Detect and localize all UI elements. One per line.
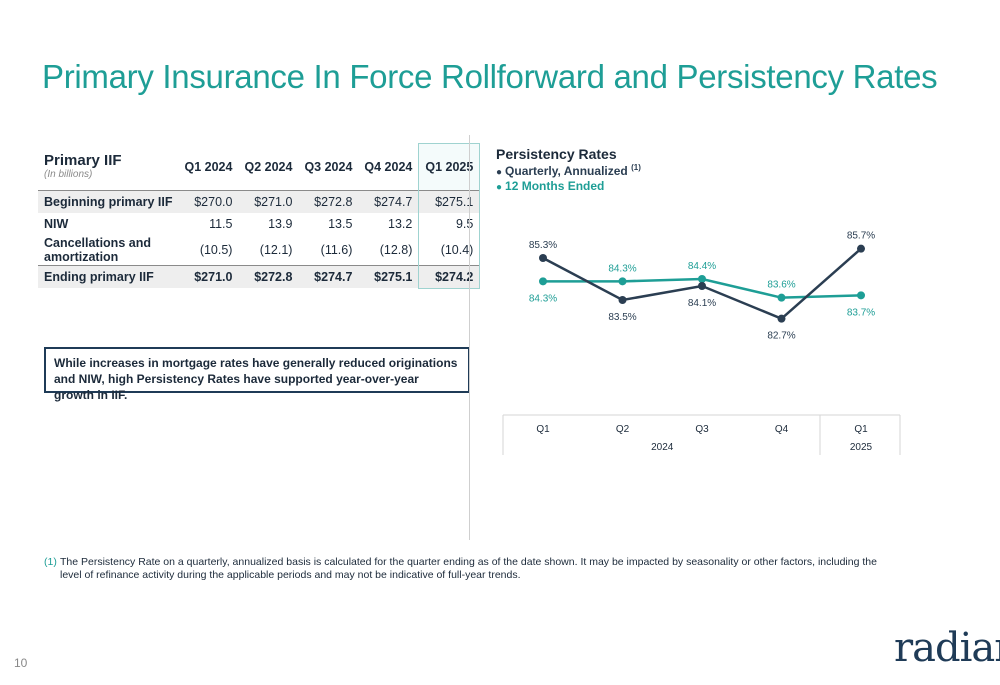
column-header: Q2 2024: [244, 159, 293, 174]
cell: 13.9: [268, 216, 293, 231]
chart-title: Persistency Rates: [496, 146, 617, 162]
vertical-divider: [469, 135, 470, 540]
data-point: [539, 254, 547, 262]
cell: (12.8): [379, 242, 413, 257]
footnote: (1) The Persistency Rate on a quarterly,…: [44, 556, 884, 582]
legend-item-12-months: ● 12 Months Ended: [496, 179, 604, 193]
tick-label: Q4: [775, 424, 789, 435]
legend-note: (1): [631, 163, 641, 172]
data-point: [777, 314, 786, 323]
table-row: Beginning primary IIF $270.0 $271.0 $272…: [38, 189, 481, 213]
data-label: 85.7%: [847, 231, 875, 242]
data-label: 83.5%: [608, 312, 636, 323]
footnote-text: The Persistency Rate on a quarterly, ann…: [60, 556, 877, 581]
column-header: Q4 2024: [364, 159, 413, 174]
table-row: Ending primary IIF $271.0 $272.8 $274.7 …: [38, 264, 481, 289]
data-label: 84.1%: [688, 298, 716, 309]
persistency-chart: 85.3% 84.3% 83.5% 84.3% 84.1% 84.4% 82.7% 83.6%…: [502, 231, 901, 455]
primary-iif-table: Primary IIF (In billions) Q1 2024 Q2 202…: [38, 143, 481, 289]
cell: $274.7: [298, 264, 359, 288]
cell: $275.1: [358, 264, 419, 288]
cell: 9.5: [418, 212, 481, 235]
cell: $270.0: [178, 189, 239, 213]
cell: $272.8: [298, 189, 359, 213]
table-header-label: Primary IIF (In billions): [38, 144, 179, 191]
x-axis: Q1 Q2 Q3 Q4 Q1 2024 2025: [502, 414, 901, 455]
cell: $274.7: [358, 189, 419, 213]
row-label: Beginning primary IIF: [38, 189, 179, 213]
legend-label: 12 Months Ended: [505, 179, 605, 193]
radian-logo: radian: [894, 625, 1000, 671]
page-number: 10: [14, 656, 28, 670]
data-point: [618, 296, 627, 304]
cell: (11.6): [320, 242, 353, 257]
tick-label: Q2: [616, 424, 630, 435]
cell: 11.5: [209, 216, 233, 231]
cell: (10.4): [418, 234, 481, 265]
tick-label: Q3: [695, 424, 709, 435]
tick-label: Q1: [854, 424, 868, 435]
cell: 13.2: [388, 216, 413, 231]
cell: $272.8: [238, 264, 299, 288]
legend-dot-icon: ●: [496, 182, 503, 193]
legend-item-quarterly: ● Quarterly, Annualized (1): [496, 163, 641, 178]
data-point: [698, 282, 706, 290]
footnote-mark: (1): [44, 556, 57, 568]
page-title: Primary Insurance In Force Rollforward a…: [42, 58, 938, 95]
data-point: [777, 293, 786, 302]
tick-label: Q1: [536, 424, 550, 435]
row-label: NIW: [44, 216, 69, 231]
data-label: 83.7%: [847, 307, 875, 318]
legend-label: Quarterly, Annualized: [505, 164, 628, 178]
data-label: 84.4%: [688, 261, 716, 272]
data-label: 83.6%: [767, 280, 795, 291]
cell: $275.1: [418, 189, 481, 213]
data-point: [857, 291, 865, 300]
column-header: Q3 2024: [304, 159, 353, 174]
table-row: NIW 11.5 13.9 13.5 13.2 9.5: [38, 212, 481, 235]
column-header-highlight: Q1 2025: [418, 143, 481, 190]
cell: 13.5: [328, 216, 353, 231]
row-label: Ending primary IIF: [38, 264, 179, 288]
row-label: Cancellations and amortization: [44, 235, 151, 264]
table-row: Cancellations and amortization (10.5) (1…: [38, 234, 481, 265]
cell: $274.2: [418, 264, 481, 289]
data-label: 82.7%: [767, 331, 795, 342]
data-label: 84.3%: [529, 293, 557, 304]
data-point: [539, 277, 547, 286]
data-label: 84.3%: [608, 263, 636, 274]
group-label: 2024: [651, 442, 674, 453]
cell: (10.5): [199, 242, 233, 257]
group-label: 2025: [850, 442, 873, 453]
data-point: [618, 277, 627, 286]
cell: $271.0: [238, 189, 299, 213]
cell: (12.1): [259, 242, 293, 257]
legend-dot-icon: ●: [496, 167, 503, 178]
column-header: Q1 2024: [184, 159, 233, 174]
table-title: Primary IIF: [44, 151, 122, 169]
data-point: [698, 275, 706, 283]
table-subtitle: (In billions): [44, 168, 93, 180]
data-point: [857, 244, 865, 253]
callout-box: While increases in mortgage rates have g…: [44, 347, 470, 402]
data-label: 85.3%: [529, 240, 557, 251]
cell: $271.0: [178, 264, 239, 288]
series-layer: 85.3% 84.3% 83.5% 84.3% 84.1% 84.4% 82.7% 83.6%…: [529, 231, 875, 342]
